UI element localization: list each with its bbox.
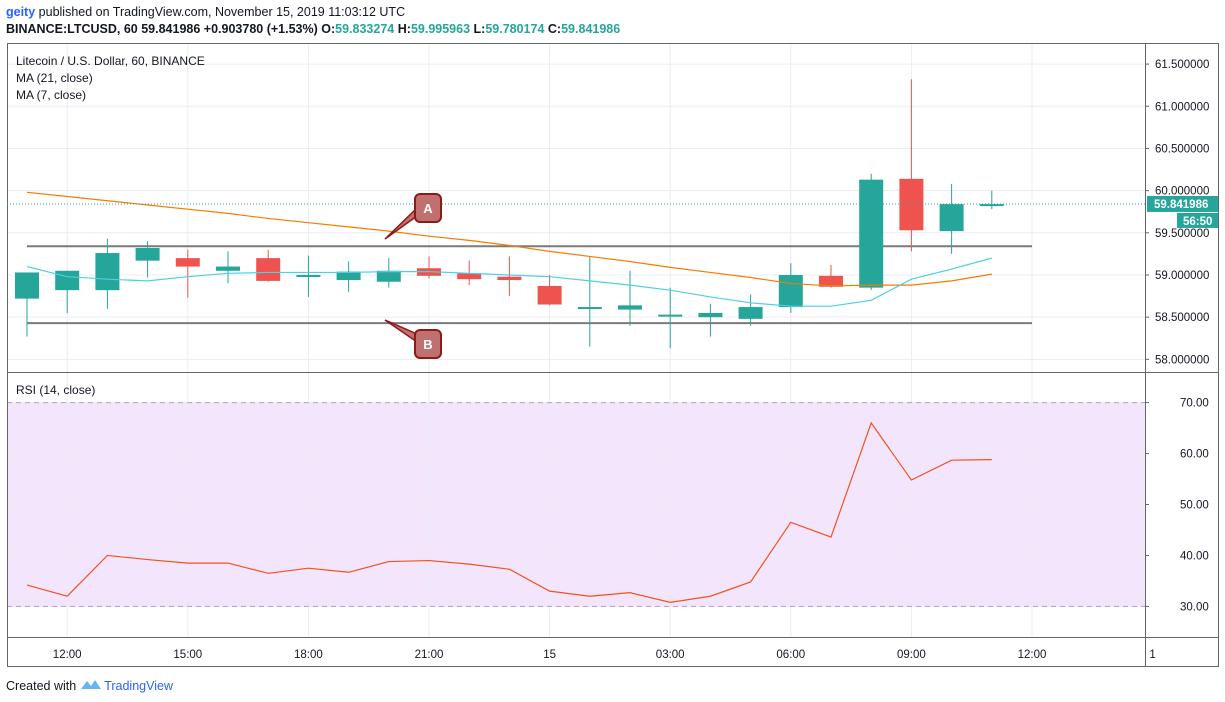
time-tick-label: 21:00 bbox=[415, 649, 444, 661]
last-price-badge-text: 59.841986 bbox=[1154, 199, 1208, 211]
chart-frame bbox=[7, 43, 1219, 667]
time-tick-label: 09:00 bbox=[897, 649, 926, 661]
countdown-badge bbox=[1177, 212, 1218, 228]
rsi-tick-label: 40.00 bbox=[1180, 550, 1209, 562]
time-tick-label: 1 bbox=[1149, 649, 1155, 661]
candle-body bbox=[859, 179, 884, 288]
price-tick-label: 60.000000 bbox=[1155, 186, 1209, 198]
callout-a-box bbox=[414, 193, 442, 223]
rsi-tick-label: 60.00 bbox=[1180, 449, 1209, 461]
legend-rsi: RSI (14, close) bbox=[16, 383, 95, 397]
candle-body bbox=[698, 312, 723, 318]
footer: Created with TradingView bbox=[6, 677, 173, 694]
rsi-line bbox=[26, 421, 992, 603]
candle-body bbox=[55, 270, 80, 291]
price-tick-label: 58.000000 bbox=[1155, 354, 1209, 366]
price-tick-label: 59.000000 bbox=[1155, 270, 1209, 282]
candle-body bbox=[376, 270, 401, 282]
candle-body bbox=[658, 314, 683, 317]
callout-b-label: B bbox=[423, 337, 432, 352]
tradingview-link[interactable]: TradingView bbox=[104, 678, 173, 693]
symbol-info: BINANCE:LTCUSD, 60 59.841986 +0.903780 (… bbox=[6, 22, 620, 36]
time-tick-label: 12:00 bbox=[53, 649, 82, 661]
time-tick-label: 12:00 bbox=[1018, 649, 1047, 661]
rsi-tick-label: 70.00 bbox=[1180, 398, 1209, 410]
symbol-text: BINANCE:LTCUSD, 60 bbox=[6, 22, 138, 36]
price-tick-label: 61.000000 bbox=[1155, 101, 1209, 113]
price-tick-label: 59.500000 bbox=[1155, 228, 1209, 240]
rsi-tick-label: 50.00 bbox=[1180, 500, 1209, 512]
publish-info: geity published on TradingView.com, Nove… bbox=[6, 5, 405, 19]
time-tick-label: 15 bbox=[543, 649, 556, 661]
time-tick-label: 18:00 bbox=[294, 649, 323, 661]
candle-body bbox=[135, 247, 160, 261]
published-text: published on TradingView.com, November 1… bbox=[38, 5, 406, 19]
candle-body bbox=[939, 204, 964, 232]
candle-body bbox=[537, 285, 562, 305]
candle-body bbox=[819, 275, 843, 287]
candle-body bbox=[497, 276, 522, 281]
author-link[interactable]: geity bbox=[6, 5, 36, 19]
candle-body bbox=[577, 307, 602, 310]
candle-body bbox=[778, 274, 803, 308]
legend-title: Litecoin / U.S. Dollar, 60, BINANCE bbox=[16, 54, 205, 68]
time-tick-label: 03:00 bbox=[656, 649, 685, 661]
callout-a-label: A bbox=[423, 201, 433, 216]
candle-body bbox=[15, 272, 39, 299]
candle-body bbox=[899, 178, 924, 231]
legend-ma7: MA (7, close) bbox=[16, 88, 86, 102]
candle-body bbox=[296, 274, 321, 277]
ma7-line bbox=[26, 257, 992, 307]
candle-body bbox=[216, 266, 240, 271]
callout-b-box bbox=[414, 329, 442, 359]
candle-body bbox=[175, 258, 200, 267]
candle-body bbox=[256, 258, 281, 281]
change-text: +0.903780 (+1.53%) bbox=[203, 22, 318, 36]
time-tick-label: 06:00 bbox=[776, 649, 805, 661]
candle-body bbox=[95, 253, 120, 291]
ohlc-values: O:59.833274 H:59.995963 L:59.780174 C:59… bbox=[321, 22, 621, 36]
time-tick-label: 15:00 bbox=[173, 649, 202, 661]
price-tick-label: 58.500000 bbox=[1155, 312, 1209, 324]
candle-body bbox=[618, 305, 642, 310]
tradingview-logo-icon bbox=[80, 677, 102, 694]
created-with-text: Created with bbox=[6, 678, 77, 693]
countdown-text: 56:50 bbox=[1183, 216, 1212, 228]
candle-body bbox=[979, 204, 1004, 207]
rsi-tick-label: 30.00 bbox=[1180, 601, 1209, 613]
last-price-badge bbox=[1147, 195, 1218, 212]
legend-ma21: MA (21, close) bbox=[16, 71, 93, 85]
candle-body bbox=[336, 271, 361, 281]
candle-body bbox=[457, 273, 482, 280]
ma21-line bbox=[26, 191, 992, 287]
candle-body bbox=[738, 307, 763, 319]
last-price: 59.841986 bbox=[141, 22, 201, 36]
price-tick-label: 61.500000 bbox=[1155, 59, 1209, 71]
price-tick-label: 60.500000 bbox=[1155, 143, 1209, 155]
